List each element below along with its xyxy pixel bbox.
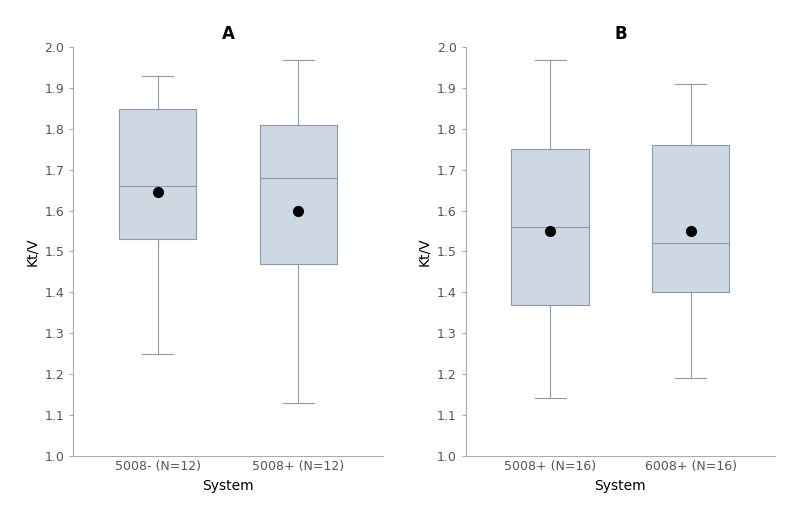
Bar [260, 125, 337, 264]
X-axis label: System: System [594, 479, 646, 493]
Y-axis label: Kt/V: Kt/V [418, 237, 431, 266]
X-axis label: System: System [202, 479, 254, 493]
Bar [652, 146, 730, 292]
Bar [119, 109, 197, 239]
Title: B: B [614, 25, 626, 43]
Y-axis label: Kt/V: Kt/V [25, 237, 39, 266]
Bar [511, 149, 589, 305]
Title: A: A [222, 25, 234, 43]
